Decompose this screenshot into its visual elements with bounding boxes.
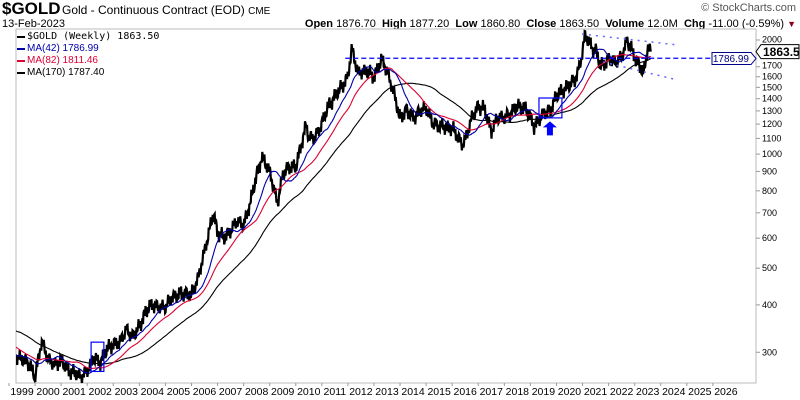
- x-tick-label: 2005: [167, 386, 191, 398]
- y-tick-label: 2000: [762, 35, 782, 45]
- x-tick-label: 2002: [89, 386, 113, 398]
- symbol: $GOLD: [2, 0, 61, 18]
- y-tick-label: 400: [762, 300, 777, 310]
- ma-value-tag: [711, 52, 757, 66]
- y-tick-label: 1300: [762, 106, 782, 116]
- price-line: [16, 29, 652, 383]
- highlight-box: [90, 341, 105, 373]
- up-arrow-icon: [542, 121, 557, 136]
- x-tick-label: 2024: [662, 386, 686, 398]
- x-tick-label: 2001: [62, 386, 86, 398]
- x-tick-label: 2021: [584, 386, 608, 398]
- low-label: Low: [455, 18, 478, 30]
- volume-value: 12.0M: [647, 18, 678, 30]
- y-tick-label: 600: [762, 233, 777, 243]
- y-tick-label: 1400: [762, 94, 782, 104]
- y-tick-label: 800: [762, 186, 777, 196]
- last-price-label: 1863.50: [763, 45, 800, 59]
- x-tick-label: 2008: [245, 386, 269, 398]
- instrument-name: Gold - Continuous Contract (EOD) CME: [62, 3, 270, 17]
- last-price-tag: [755, 44, 800, 60]
- y-tick-label: 1600: [762, 72, 782, 82]
- legend-item-ma42: MA(42) 1786.99: [17, 43, 159, 55]
- chart-date: 13-Feb-2023: [2, 18, 65, 30]
- x-tick-label: 2025: [688, 386, 712, 398]
- open-value: 1876.70: [336, 18, 376, 30]
- plot-area: [16, 29, 652, 383]
- quote-bar: Open 1876.70 High 1877.20 Low 1860.80 Cl…: [305, 18, 796, 30]
- y-tick-label: 500: [762, 263, 777, 273]
- x-tick-label: 2016: [454, 386, 478, 398]
- x-tick-label: 2004: [141, 386, 165, 398]
- x-tick-label: 2003: [115, 386, 139, 398]
- high-label: High: [381, 18, 407, 30]
- y-tick-label: 1500: [762, 82, 782, 92]
- x-tick-label: 2015: [427, 386, 451, 398]
- x-tick-label: 2000: [36, 386, 60, 398]
- chg-value: -11.00 (-0.59%): [708, 18, 785, 30]
- exchange: CME: [248, 6, 271, 17]
- x-tick-label: 1999: [10, 386, 34, 398]
- x-tick-label: 2017: [480, 386, 504, 398]
- legend-item-ma170: MA(170) 1787.40: [17, 67, 159, 79]
- channel-lower-line: [602, 61, 679, 81]
- plot-frame: [15, 28, 757, 384]
- x-tick-label: 2023: [636, 386, 660, 398]
- y-tick-label: 1200: [762, 119, 782, 129]
- open-label: Open: [304, 18, 334, 30]
- x-tick-label: 2018: [506, 386, 530, 398]
- highlight-box: [538, 97, 563, 119]
- down-triangle-icon: ▼: [787, 19, 796, 29]
- x-tick-label: 2011: [324, 386, 347, 398]
- x-tick-label: 2006: [193, 386, 217, 398]
- x-tick-label: 2022: [610, 386, 634, 398]
- legend: $GOLD (Weekly) 1863.50 MA(42) 1786.99 MA…: [17, 31, 160, 79]
- ma-value-label: 1786.99: [713, 54, 750, 65]
- x-tick-label: 2012: [349, 386, 373, 398]
- y-tick-label: 1700: [762, 61, 782, 71]
- x-tick-label: 2020: [558, 386, 582, 398]
- legend-item-price: $GOLD (Weekly) 1863.50: [17, 31, 159, 43]
- x-tick-label: 2013: [375, 386, 399, 398]
- close-value: 1863.50: [559, 18, 600, 30]
- volume-label: Volume: [605, 18, 645, 30]
- y-tick-label: 1000: [762, 149, 782, 159]
- y-tick-label: 700: [762, 208, 777, 218]
- close-label: Close: [526, 18, 557, 30]
- chg-label: Chg: [683, 18, 706, 30]
- y-tick-label: 1100: [762, 133, 781, 143]
- y-tick-label: 300: [762, 347, 777, 357]
- x-tick-label: 2009: [271, 386, 295, 398]
- instrument-title: Gold - Continuous Contract (EOD): [62, 3, 245, 17]
- y-tick-label: 900: [762, 166, 777, 176]
- x-tick-label: 2010: [297, 386, 321, 398]
- watermark: © StockCharts.com: [701, 2, 796, 14]
- low-value: 1860.80: [480, 18, 521, 30]
- ma82-line: [16, 54, 651, 370]
- x-tick-label: 2014: [401, 386, 425, 398]
- x-tick-label: 2007: [219, 386, 243, 398]
- x-tick-label: 2019: [532, 386, 556, 398]
- high-value: 1877.20: [409, 18, 450, 30]
- legend-item-ma82: MA(82) 1811.46: [17, 55, 159, 67]
- x-tick-label: 2026: [714, 386, 738, 398]
